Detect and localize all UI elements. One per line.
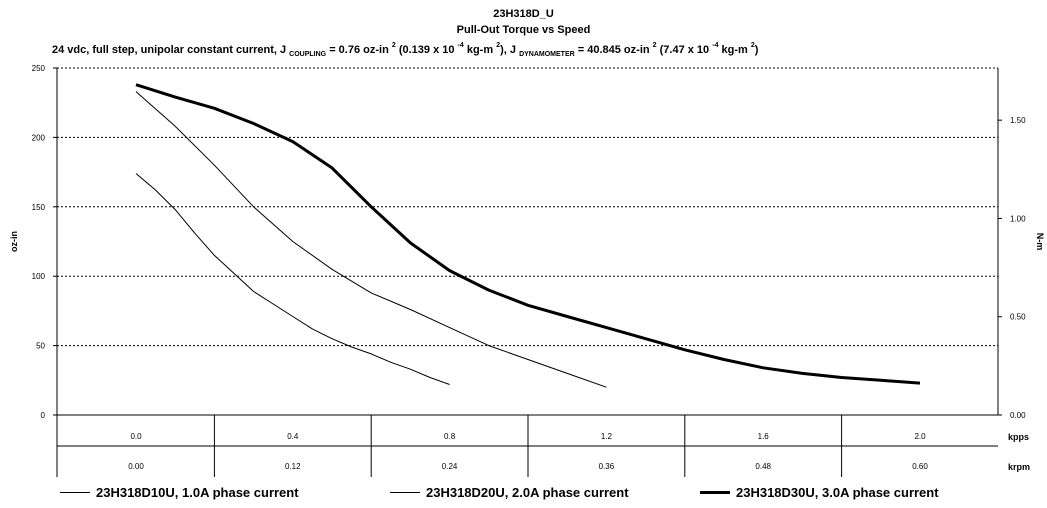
cond-sup-c: 2 xyxy=(496,42,501,49)
x-tick-kpps-1: 0.4 xyxy=(287,432,299,441)
cond-sup-d: 2 xyxy=(652,42,657,49)
series-line-0 xyxy=(135,173,450,385)
cond-part-2: = 0.76 oz-in xyxy=(329,44,389,56)
cond-part-7: (7.47 x 10 xyxy=(659,44,710,56)
x-tick-krpm-0: 0.00 xyxy=(128,462,144,471)
y-tick-label-2: 100 xyxy=(32,272,46,281)
x-unit-kpps: kpps xyxy=(1008,432,1029,442)
cond-sup-e: -4 xyxy=(712,42,719,49)
legend-swatch-20u xyxy=(390,492,420,493)
y-tick-label-0: 0 xyxy=(41,411,46,420)
dynamometer-subscript: DYNAMOMETER xyxy=(519,51,575,58)
x-tick-krpm-3: 0.36 xyxy=(599,462,615,471)
y-axis-title: oz-in xyxy=(9,231,19,252)
x-tick-kpps-2: 0.8 xyxy=(444,432,456,441)
cond-part-5: ), J xyxy=(500,44,516,56)
legend-item-20u: 23H318D20U, 2.0A phase current xyxy=(390,485,629,500)
legend-label-20u: 23H318D20U, 2.0A phase current xyxy=(426,485,629,500)
legend-swatch-10u xyxy=(60,492,90,493)
legend-label-10u: 23H318D10U, 1.0A phase current xyxy=(96,485,299,500)
x-tick-kpps-5: 2.0 xyxy=(914,432,926,441)
chart-subtitle: Pull-Out Torque vs Speed xyxy=(456,24,591,36)
x-tick-kpps-0: 0.0 xyxy=(130,432,142,441)
y2-tick-label-2: 1.00 xyxy=(1010,214,1026,223)
cond-part-3: (0.139 x 10 xyxy=(398,44,455,56)
chart-title: 23H318D_U xyxy=(493,8,554,20)
cond-sup-a: 2 xyxy=(391,42,396,49)
y-tick-label-5: 250 xyxy=(32,64,46,73)
chart-conditions: 24 vdc, full step, unipolar constant cur… xyxy=(52,42,758,58)
y2-tick-label-1: 0.50 xyxy=(1010,313,1026,322)
cond-part-8: kg-m xyxy=(721,44,748,56)
y2-axis-title: N-m xyxy=(1035,233,1045,251)
x-unit-krpm: krpm xyxy=(1008,462,1030,472)
x-tick-krpm-5: 0.60 xyxy=(912,462,928,471)
x-tick-krpm-2: 0.24 xyxy=(442,462,458,471)
x-tick-kpps-4: 1.6 xyxy=(758,432,770,441)
legend-item-10u: 23H318D10U, 1.0A phase current xyxy=(60,485,299,500)
legend-item-30u: 23H318D30U, 3.0A phase current xyxy=(700,485,939,500)
x-tick-krpm-4: 0.48 xyxy=(755,462,771,471)
chart-legend: 23H318D10U, 1.0A phase current 23H318D20… xyxy=(0,485,1047,505)
y2-tick-label-0: 0.00 xyxy=(1010,411,1026,420)
x-tick-krpm-1: 0.12 xyxy=(285,462,301,471)
cond-part-1: 24 vdc, full step, unipolar constant cur… xyxy=(52,44,287,56)
y-tick-label-4: 200 xyxy=(32,133,46,142)
y-tick-label-1: 50 xyxy=(36,342,45,351)
x-tick-kpps-3: 1.2 xyxy=(601,432,613,441)
cond-part-4: kg-m xyxy=(466,44,494,56)
cond-part-9: ) xyxy=(754,44,759,56)
y-tick-label-3: 150 xyxy=(32,203,46,212)
y2-tick-label-3: 1.50 xyxy=(1010,116,1026,125)
series-line-1 xyxy=(135,91,607,388)
series-line-2 xyxy=(135,83,921,385)
coupling-subscript: COUPLING xyxy=(289,51,327,58)
torque-speed-chart: 0 50 100 150 200 250 0.00 0.50 1.00 1.50 oz-in N-m 0… xyxy=(9,64,1045,477)
legend-label-30u: 23H318D30U, 3.0A phase current xyxy=(736,485,939,500)
legend-swatch-30u xyxy=(700,491,730,494)
cond-sup-b: -4 xyxy=(457,42,464,49)
cond-sup-f: 2 xyxy=(750,42,755,49)
cond-part-6: = 40.845 oz-in xyxy=(577,44,650,56)
